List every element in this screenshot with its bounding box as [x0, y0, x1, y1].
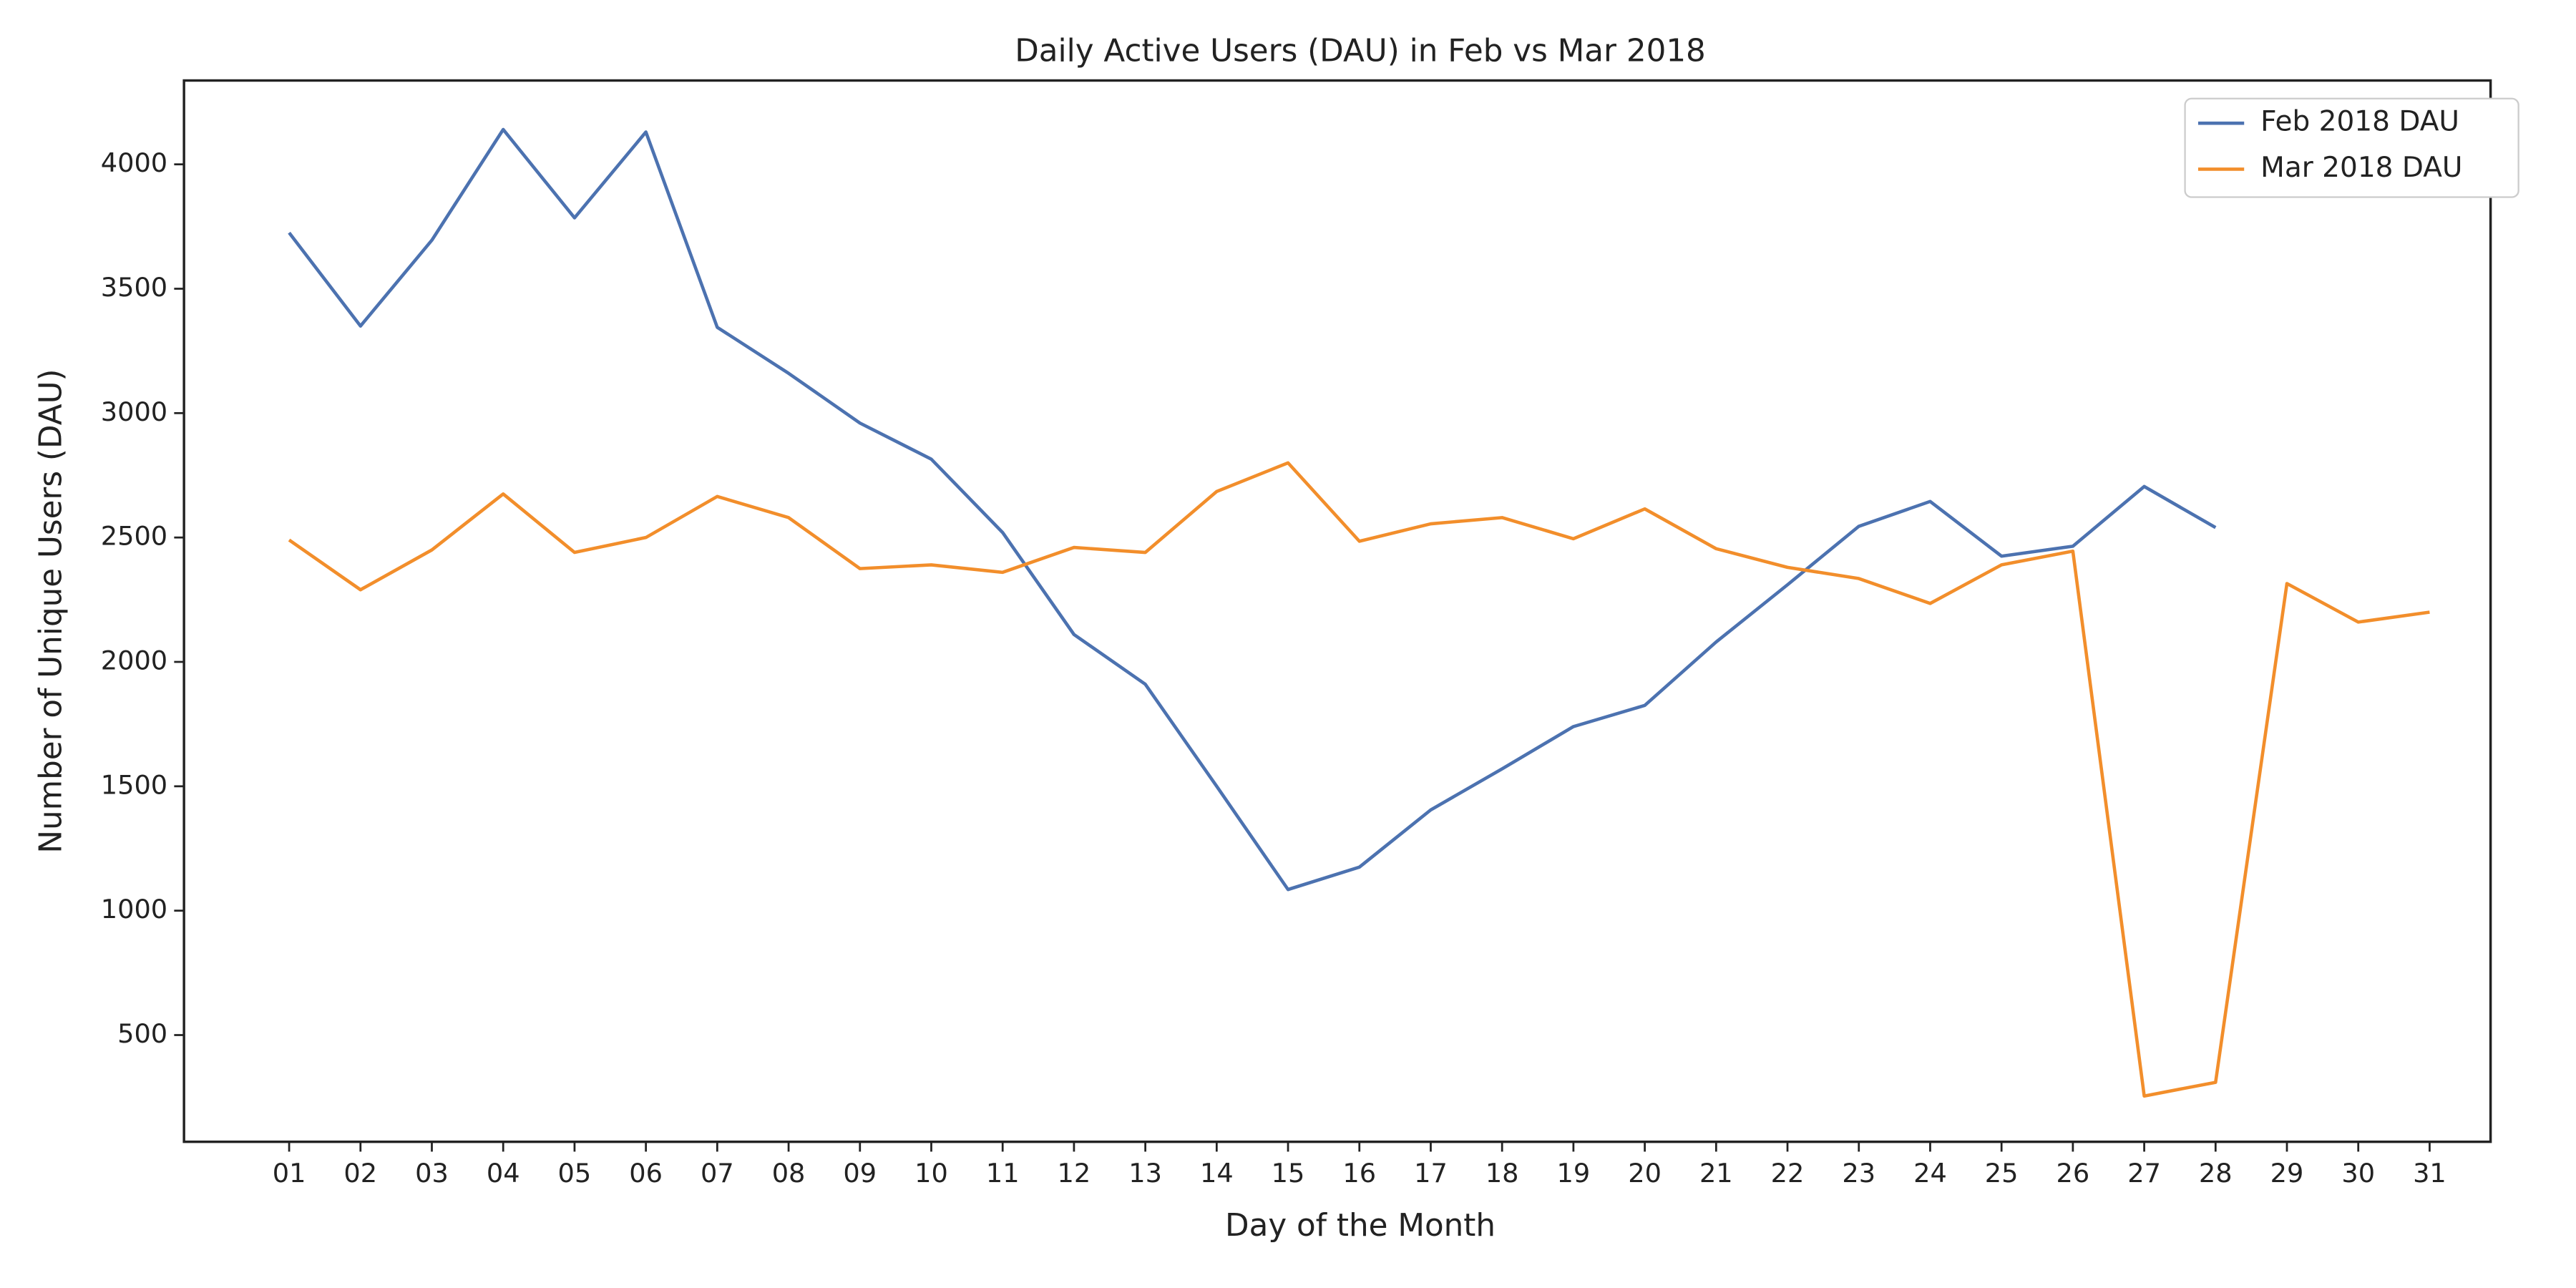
x-tick-label: 06	[629, 1158, 663, 1189]
x-tick-label: 10	[914, 1158, 948, 1189]
x-tick-label: 11	[986, 1158, 1020, 1189]
x-tick-label: 07	[701, 1158, 734, 1189]
x-axis-label: Day of the Month	[1225, 1208, 1496, 1244]
y-tick-label: 500	[117, 1018, 167, 1049]
x-tick-label: 16	[1342, 1158, 1376, 1189]
x-tick-label: 05	[558, 1158, 592, 1189]
x-tick-label: 03	[415, 1158, 449, 1189]
x-tick-label: 14	[1200, 1158, 1234, 1189]
legend-label: Feb 2018 DAU	[2260, 106, 2459, 138]
x-tick-label: 04	[487, 1158, 520, 1189]
x-tick-label: 17	[1414, 1158, 1448, 1189]
x-tick-label: 09	[843, 1158, 877, 1189]
y-tick-label: 1000	[101, 894, 167, 924]
x-tick-label: 28	[2199, 1158, 2233, 1189]
x-tick-label: 19	[1557, 1158, 1591, 1189]
x-tick-label: 15	[1272, 1158, 1305, 1189]
x-tick-label: 18	[1485, 1158, 1519, 1189]
x-tick-label: 27	[2127, 1158, 2161, 1189]
y-tick-label: 2000	[101, 645, 167, 676]
plot-frame	[182, 79, 2492, 1143]
data-line	[288, 127, 2217, 892]
x-tick-label: 24	[1913, 1158, 1947, 1189]
x-tick-label: 29	[2270, 1158, 2304, 1189]
legend-box	[2184, 97, 2519, 198]
x-tick-label: 02	[343, 1158, 377, 1189]
x-tick-label: 23	[1842, 1158, 1875, 1189]
x-tick-label: 13	[1128, 1158, 1162, 1189]
x-tick-label: 30	[2341, 1158, 2375, 1189]
x-tick-label: 25	[1985, 1158, 2019, 1189]
legend: Feb 2018 DAU Mar 2018 DAU	[2184, 97, 2519, 198]
x-tick-label: 12	[1058, 1158, 1091, 1189]
x-tick-label: 01	[273, 1158, 306, 1189]
x-tick-label: 31	[2413, 1158, 2446, 1189]
x-tick-label: 08	[772, 1158, 806, 1189]
y-tick-label: 3000	[101, 396, 167, 427]
x-tick-label: 26	[2057, 1158, 2090, 1189]
y-tick-label: 2500	[101, 521, 167, 552]
y-tick-label: 4000	[101, 147, 167, 178]
x-tick-label: 21	[1699, 1158, 1733, 1189]
chart-title: Daily Active Users (DAU) in Feb vs Mar 2…	[1015, 33, 1706, 69]
y-tick-label: 1500	[101, 769, 167, 800]
x-tick-label: 22	[1771, 1158, 1805, 1189]
x-tick-label: 20	[1628, 1158, 1662, 1189]
y-tick-label: 3500	[101, 272, 167, 303]
y-axis-label: Number of Unique Users (DAU)	[33, 369, 69, 853]
legend-label: Mar 2018 DAU	[2260, 152, 2462, 184]
data-line	[288, 461, 2430, 1098]
